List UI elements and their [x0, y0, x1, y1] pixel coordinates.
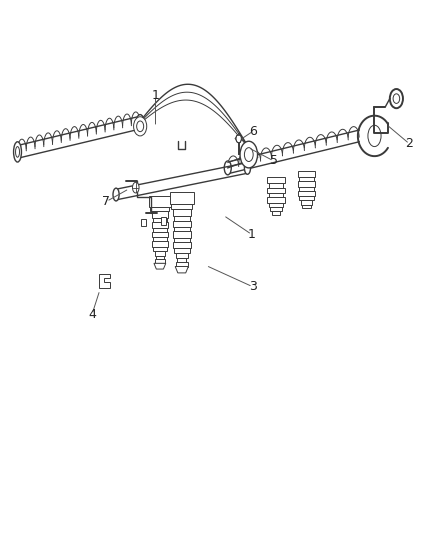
FancyBboxPatch shape: [153, 247, 167, 251]
FancyBboxPatch shape: [149, 196, 170, 207]
Ellipse shape: [390, 89, 403, 108]
FancyBboxPatch shape: [269, 193, 283, 197]
Text: 4: 4: [88, 308, 96, 321]
FancyBboxPatch shape: [299, 196, 314, 200]
FancyBboxPatch shape: [141, 219, 146, 227]
Text: 7: 7: [102, 195, 110, 208]
FancyBboxPatch shape: [298, 171, 315, 177]
FancyBboxPatch shape: [267, 197, 285, 203]
FancyBboxPatch shape: [152, 212, 168, 218]
Ellipse shape: [14, 142, 21, 162]
Text: 3: 3: [249, 280, 257, 293]
Ellipse shape: [393, 94, 399, 103]
Ellipse shape: [137, 121, 144, 132]
FancyBboxPatch shape: [152, 241, 168, 247]
FancyBboxPatch shape: [176, 253, 187, 258]
Ellipse shape: [240, 141, 258, 168]
FancyBboxPatch shape: [302, 205, 311, 208]
Text: 1: 1: [248, 228, 256, 241]
FancyBboxPatch shape: [174, 238, 190, 242]
Ellipse shape: [113, 188, 119, 201]
FancyBboxPatch shape: [301, 200, 312, 205]
FancyBboxPatch shape: [152, 232, 168, 237]
FancyBboxPatch shape: [177, 258, 187, 262]
Text: 6: 6: [249, 125, 257, 138]
FancyBboxPatch shape: [174, 227, 190, 231]
FancyBboxPatch shape: [170, 192, 194, 204]
Text: 5: 5: [270, 155, 278, 167]
FancyBboxPatch shape: [155, 251, 165, 256]
Text: 2: 2: [406, 138, 413, 150]
FancyBboxPatch shape: [153, 228, 167, 232]
FancyBboxPatch shape: [173, 242, 191, 248]
FancyBboxPatch shape: [173, 231, 191, 238]
FancyBboxPatch shape: [173, 221, 191, 227]
Polygon shape: [99, 274, 110, 288]
FancyBboxPatch shape: [152, 222, 168, 228]
FancyBboxPatch shape: [176, 262, 187, 266]
Ellipse shape: [16, 147, 19, 157]
FancyBboxPatch shape: [267, 188, 285, 193]
Ellipse shape: [236, 134, 241, 143]
Polygon shape: [175, 266, 188, 273]
FancyBboxPatch shape: [171, 204, 192, 209]
FancyBboxPatch shape: [174, 216, 190, 221]
FancyBboxPatch shape: [153, 218, 167, 222]
FancyBboxPatch shape: [298, 191, 315, 196]
Ellipse shape: [224, 161, 231, 175]
FancyBboxPatch shape: [267, 177, 285, 183]
FancyBboxPatch shape: [269, 183, 283, 188]
FancyBboxPatch shape: [155, 260, 165, 263]
FancyBboxPatch shape: [153, 237, 167, 241]
FancyBboxPatch shape: [161, 217, 166, 225]
FancyBboxPatch shape: [150, 207, 170, 212]
FancyBboxPatch shape: [299, 187, 314, 191]
Polygon shape: [154, 263, 166, 269]
Ellipse shape: [244, 148, 253, 161]
Text: 1: 1: [152, 90, 159, 102]
FancyBboxPatch shape: [173, 209, 191, 216]
FancyBboxPatch shape: [269, 203, 283, 207]
FancyBboxPatch shape: [156, 256, 164, 260]
Ellipse shape: [368, 125, 381, 147]
FancyBboxPatch shape: [298, 181, 315, 187]
FancyBboxPatch shape: [174, 248, 190, 253]
FancyBboxPatch shape: [270, 207, 282, 211]
Ellipse shape: [132, 182, 139, 193]
Ellipse shape: [136, 115, 144, 131]
Ellipse shape: [244, 161, 251, 174]
FancyBboxPatch shape: [299, 177, 314, 181]
Ellipse shape: [134, 117, 147, 136]
FancyBboxPatch shape: [272, 211, 280, 215]
